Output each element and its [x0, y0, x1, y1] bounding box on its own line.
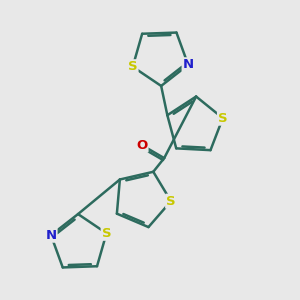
Text: O: O — [136, 139, 148, 152]
Text: S: S — [102, 227, 111, 240]
Text: S: S — [218, 112, 228, 124]
Text: N: N — [183, 58, 194, 71]
Text: N: N — [45, 229, 57, 242]
Text: S: S — [166, 195, 176, 208]
Text: S: S — [128, 60, 137, 73]
